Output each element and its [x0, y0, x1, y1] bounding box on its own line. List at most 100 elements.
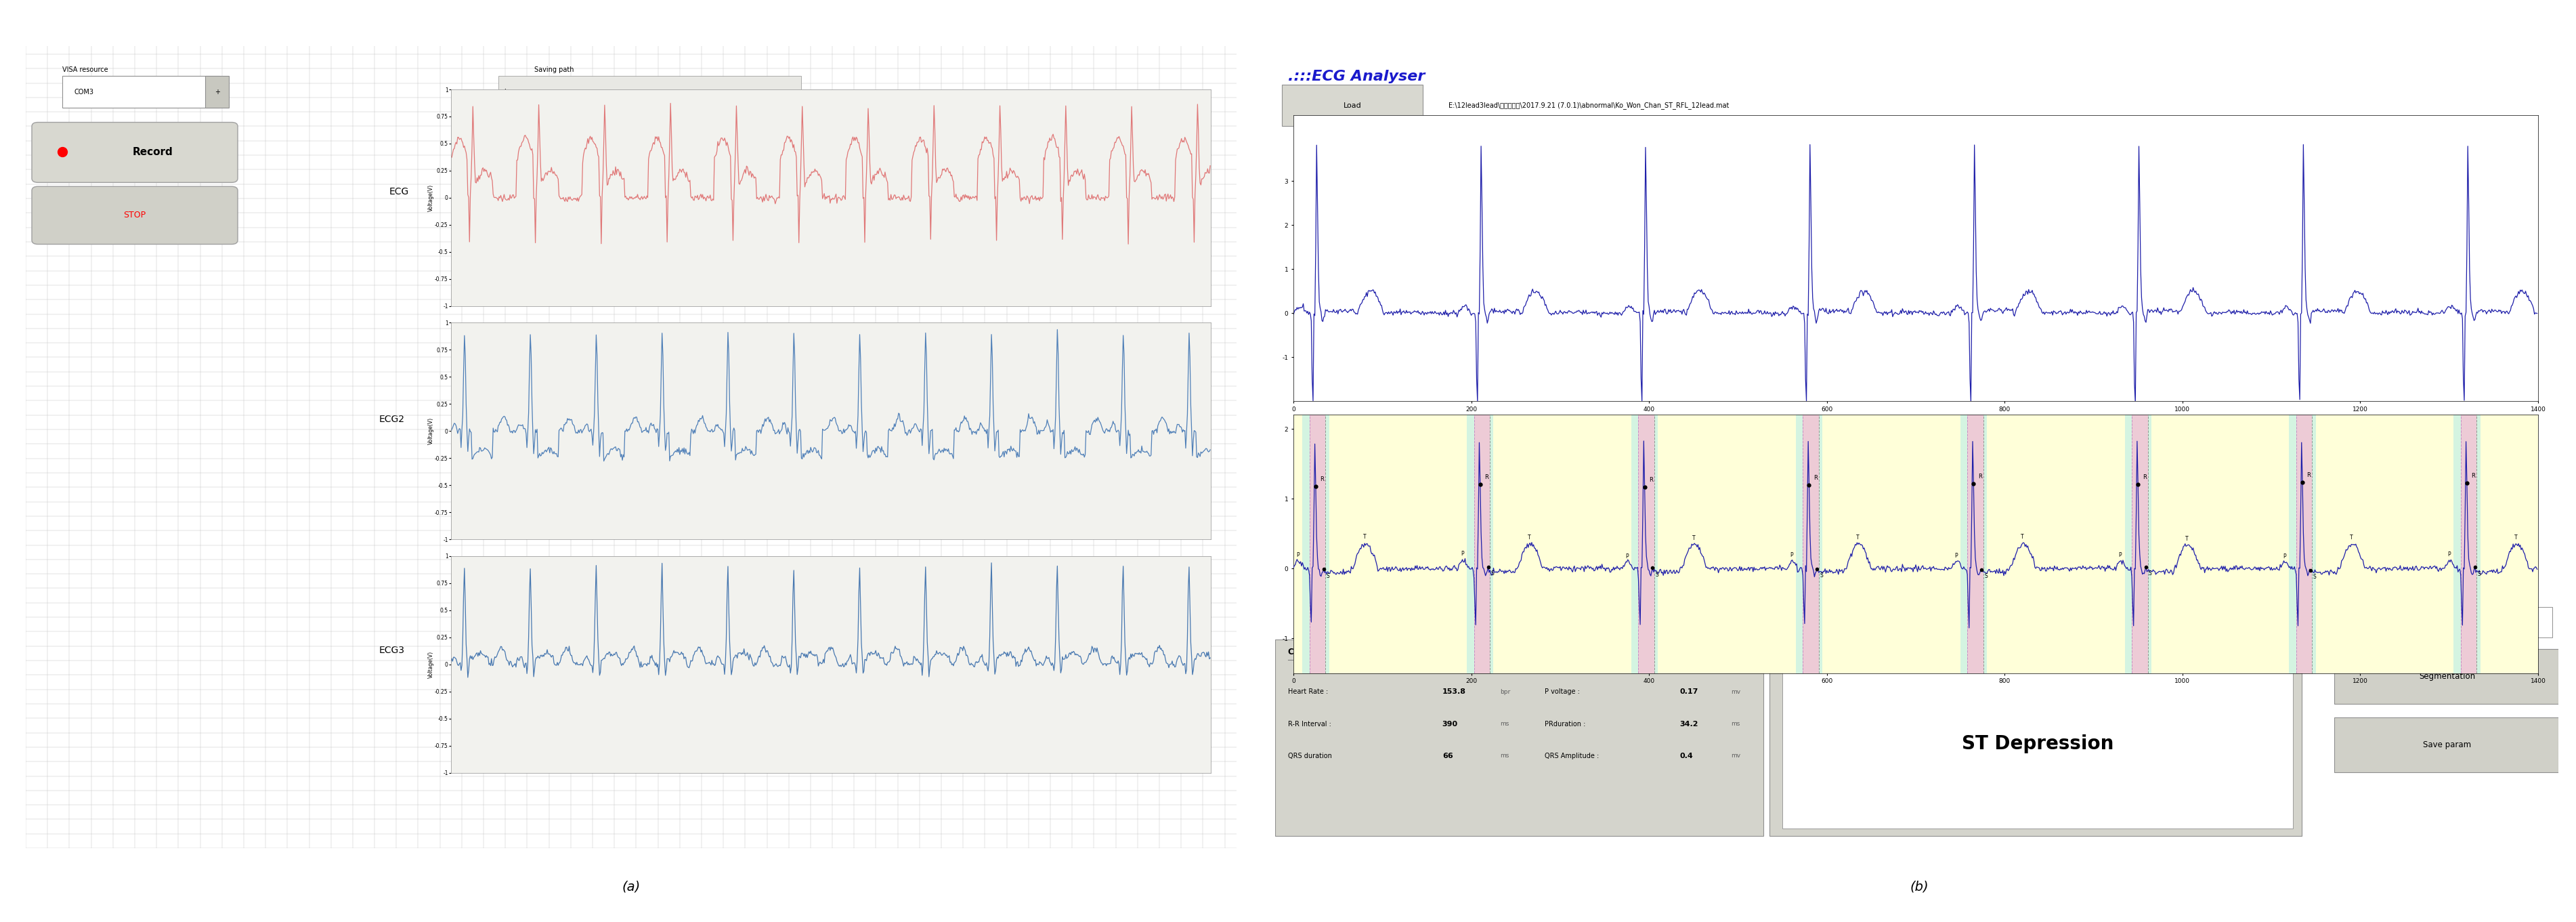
Bar	[1950, 415, 2115, 673]
Bar	[206, 76, 229, 108]
Text: ms: ms	[1499, 753, 1510, 759]
Text: R: R	[1484, 474, 1489, 480]
Text: R: R	[1978, 474, 1981, 479]
Bar	[1473, 415, 1489, 673]
Text: (a): (a)	[621, 881, 641, 893]
Bar	[1458, 415, 1623, 673]
Bar	[1631, 415, 1656, 673]
Text: S: S	[2478, 571, 2481, 577]
Text: Saving path: Saving path	[533, 66, 574, 73]
Text: T: T	[2184, 536, 2187, 542]
Text: 0.17: 0.17	[1680, 689, 1698, 695]
Text: Lead1: Lead1	[2347, 619, 2367, 625]
Text: PRduration :: PRduration :	[1546, 720, 1584, 727]
Bar	[2295, 415, 2311, 673]
Bar	[1293, 415, 1458, 673]
Text: bpr: bpr	[1499, 689, 1510, 695]
Text: R: R	[2470, 473, 2476, 479]
Text: 34.2: 34.2	[1680, 720, 1698, 727]
Text: R: R	[1814, 475, 1816, 481]
Text: STOP: STOP	[124, 211, 147, 219]
Y-axis label: Voltage(V): Voltage(V)	[428, 418, 433, 444]
Text: S: S	[1819, 573, 1821, 579]
FancyBboxPatch shape	[2334, 717, 2558, 772]
Text: COM3: COM3	[75, 89, 93, 96]
Bar	[1783, 660, 2293, 828]
Text: S: S	[2148, 571, 2151, 576]
Text: VISA resource: VISA resource	[62, 66, 108, 73]
Bar	[1968, 415, 1984, 673]
Text: QRS duration: QRS duration	[1288, 752, 1332, 760]
Text: 153.8: 153.8	[1443, 689, 1466, 695]
Text: ST Depression: ST Depression	[1960, 735, 2112, 753]
Text: R: R	[1649, 477, 1654, 483]
Text: T: T	[1855, 535, 1860, 541]
Bar	[1275, 640, 1762, 836]
Text: S: S	[2313, 574, 2316, 580]
Text: ms: ms	[1731, 721, 1739, 727]
Text: T: T	[1363, 534, 1365, 540]
Text: QRS Amplitude :: QRS Amplitude :	[1546, 752, 1600, 760]
Bar	[2445, 415, 2537, 673]
Text: 390: 390	[1443, 720, 1458, 727]
Bar	[1785, 415, 1950, 673]
Text: P: P	[2447, 551, 2450, 558]
Bar	[1466, 415, 1494, 673]
Text: P: P	[1461, 550, 1463, 557]
FancyBboxPatch shape	[31, 123, 237, 183]
FancyBboxPatch shape	[31, 186, 237, 244]
Text: T: T	[2020, 534, 2025, 540]
Text: ms: ms	[1499, 721, 1510, 727]
Text: R: R	[2306, 472, 2311, 479]
Text: ECG2: ECG2	[379, 415, 404, 424]
Text: Record: Record	[131, 147, 173, 157]
Bar	[2339, 607, 2553, 637]
Bar	[2460, 415, 2476, 673]
Bar	[2280, 415, 2445, 673]
Text: S: S	[1492, 571, 1494, 576]
Bar	[1960, 415, 1986, 673]
Bar	[1803, 415, 1819, 673]
Text: 66: 66	[1443, 752, 1453, 760]
Text: R: R	[2141, 474, 2146, 480]
Text: P: P	[1625, 553, 1628, 560]
Text: T: T	[1692, 535, 1695, 541]
Text: T: T	[2514, 534, 2517, 540]
Y-axis label: Voltage(V): Voltage(V)	[428, 651, 433, 678]
Text: R-R Interval :: R-R Interval :	[1288, 720, 1332, 727]
Bar	[1770, 640, 2300, 836]
Text: .:::ECG Analyser: .:::ECG Analyser	[1288, 70, 1425, 83]
Bar	[2287, 415, 2316, 673]
Text: mv: mv	[1731, 753, 1741, 759]
FancyBboxPatch shape	[1280, 85, 1422, 126]
Text: R: R	[1319, 476, 1324, 482]
Text: S: S	[1984, 573, 1986, 579]
Bar	[497, 76, 801, 108]
Bar	[1623, 415, 1785, 673]
Text: T: T	[2349, 535, 2352, 541]
Bar	[1301, 415, 1329, 673]
Text: k: k	[505, 89, 507, 95]
Text: P: P	[2117, 552, 2120, 559]
Text: 0.4: 0.4	[1680, 752, 1692, 760]
Text: ECG: ECG	[389, 187, 410, 196]
Text: P: P	[1296, 552, 1298, 559]
Text: P: P	[1953, 552, 1958, 559]
Text: Cardiac Parameter: Cardiac Parameter	[1288, 647, 1373, 656]
Text: Segmentation: Segmentation	[2419, 672, 2476, 681]
Text: v: v	[2527, 619, 2532, 625]
Text: T: T	[1528, 535, 1530, 541]
Text: Load: Load	[1342, 102, 1360, 109]
Text: E:\12lead3lead\논문데이터\2017.9.21 (7.0.1)\abnormal\Ko_Won_Chan_ST_RFL_12lead.mat: E:\12lead3lead\논문데이터\2017.9.21 (7.0.1)\a…	[1448, 101, 1728, 109]
Text: P voltage :: P voltage :	[1546, 689, 1579, 695]
Bar	[2125, 415, 2151, 673]
Bar	[1638, 415, 1654, 673]
Text: +: +	[214, 89, 219, 95]
Text: mv: mv	[1731, 689, 1741, 695]
Text: S: S	[1654, 572, 1659, 578]
Bar	[2115, 415, 2280, 673]
Text: P: P	[1790, 551, 1793, 558]
Text: Save param: Save param	[2421, 740, 2470, 750]
Bar	[1309, 415, 1324, 673]
Text: Heart Rate :: Heart Rate :	[1288, 689, 1329, 695]
